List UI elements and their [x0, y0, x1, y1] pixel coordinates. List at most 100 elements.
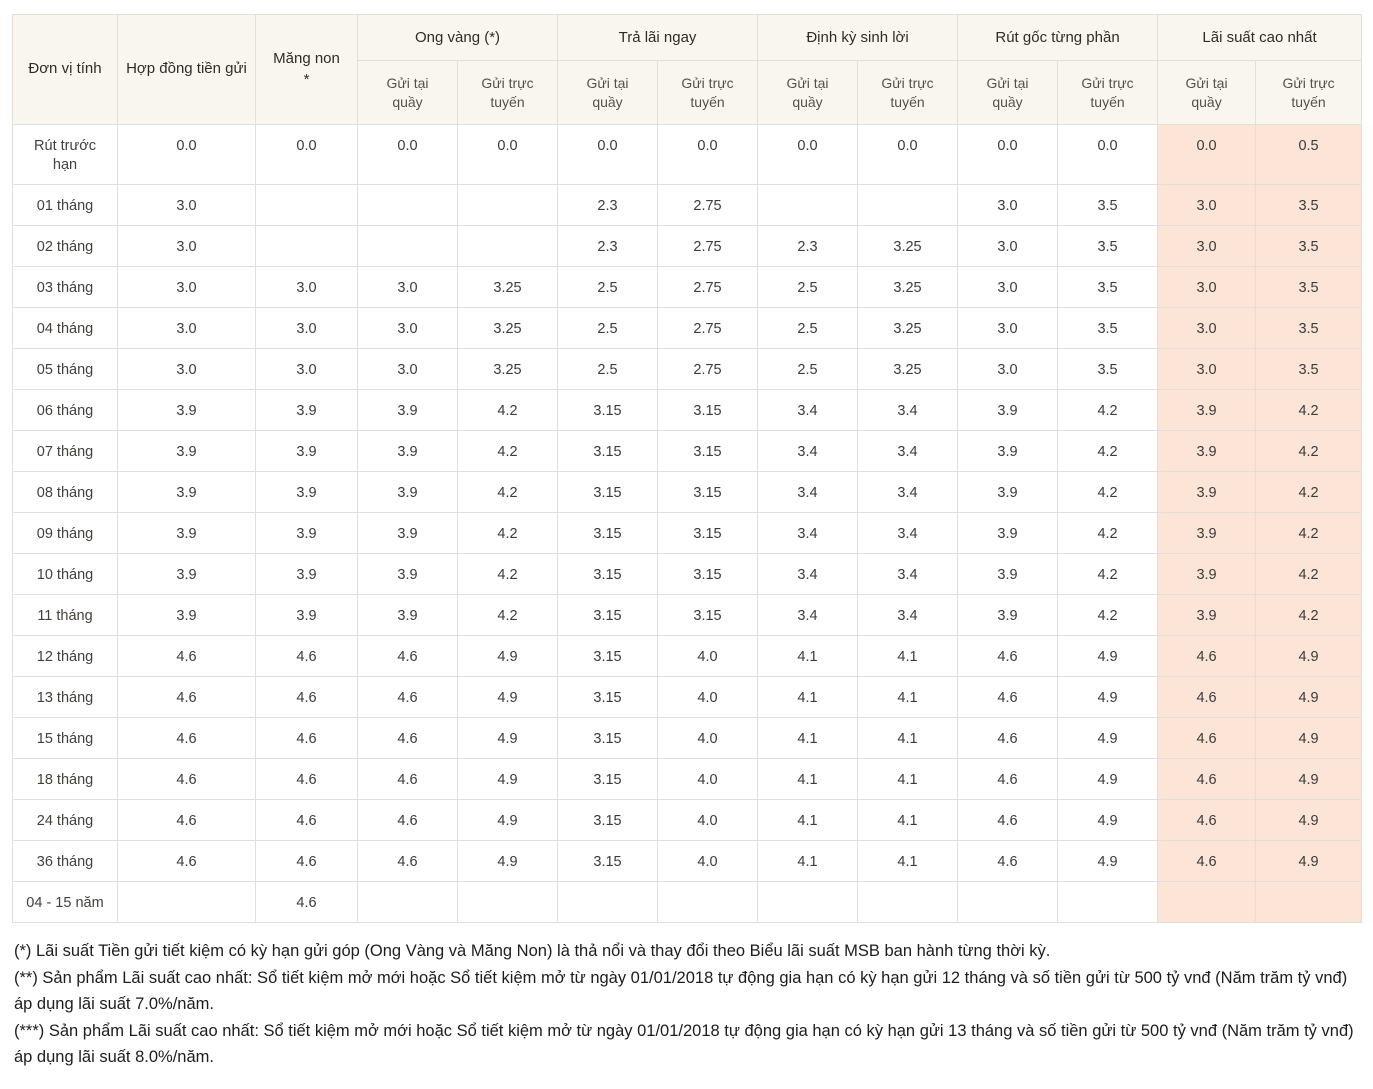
rate-cell: 3.0: [357, 306, 458, 349]
rate-cell: [857, 183, 959, 226]
row-label: 02 tháng: [12, 224, 118, 267]
row-label: 12 tháng: [12, 634, 118, 677]
rate-cell: 4.1: [757, 798, 859, 841]
header-group-tra-lai-ngay: Trả lãi ngay: [557, 14, 759, 61]
rate-table-body: Rút trước hạn 0.0 0.0 0.0 0.0 0.0 0.0 0.0 0.0 0.0…: [12, 124, 1363, 923]
rate-cell: 4.2: [456, 552, 559, 595]
subheader-online: Gửi trực tuyến: [456, 60, 559, 125]
footnote-3: (***) Sản phẩm Lãi suất cao nhất: Sổ tiế…: [14, 1022, 1354, 1066]
header-deposit-contract: Hợp đồng tiền gửi: [117, 14, 256, 125]
rate-cell: 4.1: [757, 716, 859, 759]
rate-cell: 3.4: [757, 511, 859, 554]
header-mang-non: Măng non *: [255, 14, 358, 125]
subheader-online: Gửi trực tuyến: [857, 60, 959, 125]
header-group-rut-goc-tung-phan: Rút gốc từng phần: [957, 14, 1159, 61]
rate-cell: 3.15: [657, 429, 759, 472]
subheader-counter: Gửi tại quầy: [557, 60, 659, 125]
row-label: 11 tháng: [12, 593, 118, 636]
rate-cell: 4.1: [857, 716, 959, 759]
rate-cell: [957, 880, 1059, 923]
rate-cell: 4.9: [1057, 675, 1159, 718]
rate-cell: 4.1: [757, 675, 859, 718]
rate-cell: 4.9: [1057, 839, 1159, 882]
rate-cell: [357, 183, 458, 226]
rate-cell: 4.6: [1157, 634, 1257, 677]
header-group-row: Đơn vị tính Hợp đồng tiền gửi Măng non *…: [12, 14, 1363, 125]
rate-cell: 4.1: [757, 839, 859, 882]
rate-cell: 4.9: [1057, 634, 1159, 677]
rate-cell: 3.0: [255, 306, 358, 349]
header-unit: Đơn vị tính: [12, 14, 118, 125]
rate-cell: 3.15: [557, 757, 659, 800]
rate-cell: 3.0: [255, 265, 358, 308]
rate-cell: 4.9: [456, 634, 559, 677]
rate-cell: [557, 880, 659, 923]
table-header: Đơn vị tính Hợp đồng tiền gửi Măng non *…: [12, 14, 1363, 125]
rate-cell: 3.0: [957, 183, 1059, 226]
footnotes: (*) Lãi suất Tiền gửi tiết kiệm có kỳ hạ…: [12, 939, 1361, 1071]
rate-cell: 4.9: [1255, 798, 1363, 841]
rate-cell: 4.6: [357, 798, 458, 841]
rate-cell: 4.9: [1255, 757, 1363, 800]
rate-cell: 3.4: [757, 429, 859, 472]
rate-cell: 0.0: [456, 124, 559, 185]
rate-cell: 4.2: [456, 470, 559, 513]
header-group-dinh-ky-sinh-loi: Định kỳ sinh lời: [757, 14, 959, 61]
row-label: 10 tháng: [12, 552, 118, 595]
rate-cell: 3.9: [957, 511, 1059, 554]
rate-cell: 2.5: [557, 265, 659, 308]
rate-cell: 4.6: [255, 757, 358, 800]
rate-cell: 3.5: [1255, 306, 1363, 349]
rate-cell: 3.0: [357, 265, 458, 308]
rate-cell: 2.75: [657, 265, 759, 308]
rate-cell: 0.0: [117, 124, 256, 185]
rate-cell: 3.9: [117, 429, 256, 472]
rate-cell: 4.6: [357, 675, 458, 718]
rate-cell: 3.15: [557, 552, 659, 595]
rate-cell: 3.9: [255, 511, 358, 554]
rate-cell: 3.9: [1157, 429, 1257, 472]
rate-cell: [1255, 880, 1363, 923]
rate-cell: 3.9: [957, 470, 1059, 513]
table-row: 09 tháng 3.9 3.9 3.9 4.2 3.15 3.15 3.4 3.4 3.9 4.2…: [12, 511, 1363, 554]
table-row: 18 tháng 4.6 4.6 4.6 4.9 3.15 4.0 4.1 4.1 4.6 4.9 4…: [12, 757, 1363, 800]
rate-cell: 2.5: [757, 265, 859, 308]
rate-cell: 0.0: [757, 124, 859, 185]
rate-cell: 2.5: [557, 306, 659, 349]
rate-cell: 4.0: [657, 839, 759, 882]
rate-cell: 3.9: [1157, 388, 1257, 431]
rate-cell: 2.3: [757, 224, 859, 267]
rate-cell: 4.6: [255, 675, 358, 718]
header-group-lai-suat-cao-nhat: Lãi suất cao nhất: [1157, 14, 1363, 61]
rate-cell: 3.0: [1157, 265, 1257, 308]
rate-cell: 3.15: [657, 593, 759, 636]
rate-cell: 3.9: [117, 470, 256, 513]
rate-cell: 4.9: [1057, 716, 1159, 759]
rate-cell: 4.2: [456, 593, 559, 636]
rate-cell: 4.1: [857, 634, 959, 677]
rate-cell: 4.2: [1255, 388, 1363, 431]
rate-cell: 3.4: [757, 552, 859, 595]
rate-cell: 4.2: [1255, 511, 1363, 554]
rate-cell: 4.6: [957, 839, 1059, 882]
rate-cell: 4.2: [1057, 429, 1159, 472]
rate-cell: 4.6: [117, 634, 256, 677]
header-sub-row: Gửi tại quầy Gửi trực tuyến Gửi tại quầy…: [13, 60, 1363, 125]
rate-cell: 4.6: [117, 839, 256, 882]
rate-cell: 3.9: [357, 429, 458, 472]
table-row: 07 tháng 3.9 3.9 3.9 4.2 3.15 3.15 3.4 3.4 3.9 4.2…: [12, 429, 1363, 472]
table-row: 04 - 15 năm 4.6: [12, 880, 1363, 923]
rate-cell: 3.15: [657, 388, 759, 431]
rate-cell: 3.9: [1157, 470, 1257, 513]
rate-cell: 3.0: [957, 224, 1059, 267]
rate-cell: 3.15: [557, 470, 659, 513]
rate-cell: 3.0: [117, 183, 256, 226]
rate-cell: 3.4: [857, 429, 959, 472]
rate-cell: 3.15: [557, 593, 659, 636]
table-row: 02 tháng 3.0 2.3 2.75 2.3 3.25 3.0 3.5 3.0 3.5: [12, 224, 1363, 267]
table-row: 13 tháng 4.6 4.6 4.6 4.9 3.15 4.0 4.1 4.1 4.6 4.9 4…: [12, 675, 1363, 718]
rate-cell: 4.6: [117, 757, 256, 800]
rate-cell: 4.2: [1057, 552, 1159, 595]
rate-cell: 3.0: [117, 224, 256, 267]
